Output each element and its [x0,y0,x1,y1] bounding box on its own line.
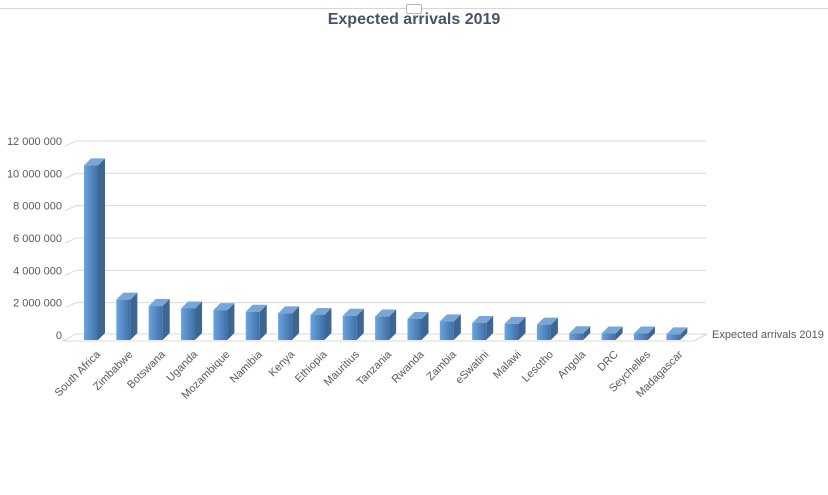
y-axis-tick-mark [64,237,77,244]
y-axis-tick-mark [64,140,77,147]
y-axis-tick-mark [64,269,77,276]
bar-mauritius[interactable] [342,308,364,340]
bar-zambia[interactable] [439,314,461,340]
y-axis-tick-label: 2 000 000 [13,298,62,310]
series-label: Expected arrivals 2019 [712,329,824,341]
bar-botswana[interactable] [148,299,170,340]
category-label-angola: Angola [556,348,589,381]
chart-title[interactable]: Expected arrivals 2019 [327,11,501,28]
y-axis-tick-label: 6 000 000 [13,233,62,245]
y-axis-tick-mark [64,205,77,212]
bar-ethiopia[interactable] [310,307,332,340]
bar-rwanda[interactable] [407,311,429,340]
bar-eswatini[interactable] [472,316,494,340]
category-label-eswatini: eSwatini [453,349,491,387]
bar-drc[interactable] [601,326,623,340]
chart-resize-handle[interactable] [406,4,422,14]
bar-seychelles[interactable] [633,326,655,340]
category-label-tanzania: Tanzania [355,348,395,388]
category-label-drc: DRC [595,349,620,374]
bar-angola[interactable] [569,326,591,340]
y-axis-tick-label: 10 000 000 [7,168,62,180]
category-label-south-africa: South Africa [53,348,104,399]
bar-kenya[interactable] [278,306,300,340]
bar-namibia[interactable] [245,304,267,340]
y-axis-tick-label: 4 000 000 [13,265,62,277]
y-axis-tick-mark [64,302,77,309]
category-label-namibia: Namibia [228,348,266,386]
bar-madagascar[interactable] [666,327,688,340]
category-label-lesotho: Lesotho [520,349,556,385]
y-axis-tick-label: 8 000 000 [13,201,62,213]
category-label-kenya: Kenya [267,348,298,379]
y-axis-tick-label: 0 [56,330,62,342]
bar-south-africa[interactable] [84,158,105,340]
y-axis-tick-mark [64,172,77,179]
bar-malawi[interactable] [504,316,526,340]
bar-zimbabwe[interactable] [116,292,138,340]
bar-lesotho[interactable] [536,317,558,340]
bar-uganda[interactable] [181,301,203,340]
bar-mozambique[interactable] [213,303,235,340]
bar-tanzania[interactable] [375,309,397,340]
y-axis-tick-label: 12 000 000 [7,136,62,148]
category-label-rwanda: Rwanda [390,348,428,386]
